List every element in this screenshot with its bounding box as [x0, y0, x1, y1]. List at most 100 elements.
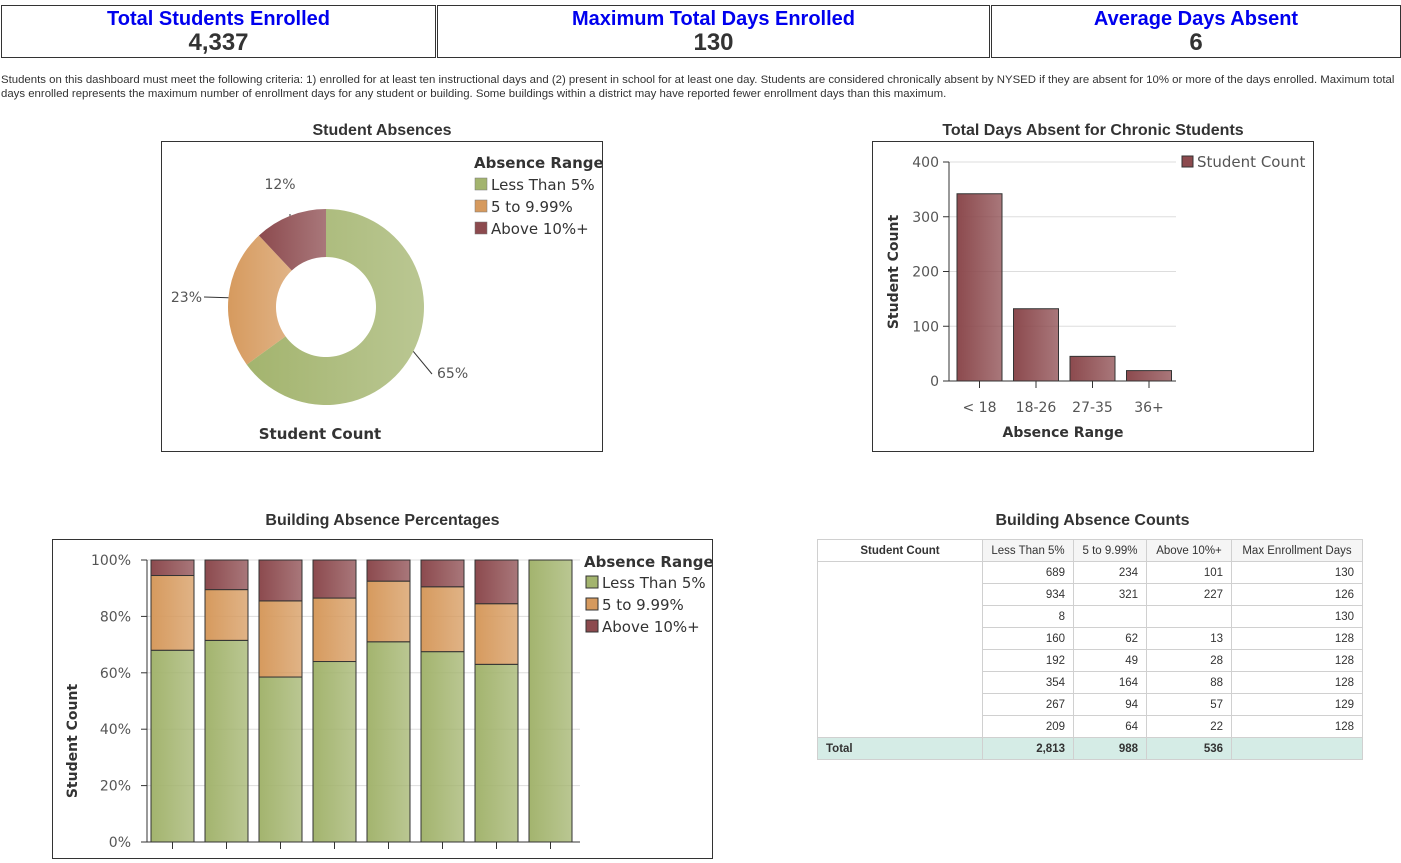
legend-item: Above 10%+ — [491, 220, 589, 238]
table-cell: 88 — [1147, 672, 1232, 694]
slice-label: 12% — [264, 177, 295, 193]
table-cell: 128 — [1232, 672, 1363, 694]
legend-swatch — [586, 620, 598, 632]
legend-title: Absence Range — [584, 553, 712, 571]
slice-label: 23% — [171, 290, 202, 306]
bar-segment — [421, 652, 464, 842]
table-cell: 128 — [1232, 650, 1363, 672]
x-tick-label: 27-35 — [1072, 400, 1113, 416]
legend-item: Above 10%+ — [602, 618, 700, 636]
total-cell — [1232, 738, 1363, 760]
x-axis-label: Absence Range — [1002, 425, 1123, 441]
column-header: Max Enrollment Days — [1232, 540, 1363, 562]
table-cell: 28 — [1147, 650, 1232, 672]
x-tick-label: 18-26 — [1016, 400, 1057, 416]
kpi-label: Total Students Enrolled — [2, 8, 435, 30]
y-tick-label: 100 — [912, 319, 939, 335]
y-tick-label: 20% — [100, 779, 131, 795]
table-cell: 164 — [1074, 672, 1147, 694]
bar — [1127, 371, 1172, 381]
table-cell: 128 — [1232, 628, 1363, 650]
bar-segment — [205, 640, 248, 842]
legend-item: Student Count — [1197, 153, 1305, 171]
kpi-label: Maximum Total Days Enrolled — [438, 8, 989, 30]
table-cell: 8 — [983, 606, 1074, 628]
table-cell: 129 — [1232, 694, 1363, 716]
table-cell: 192 — [983, 650, 1074, 672]
table-cell: 267 — [983, 694, 1074, 716]
table-cell: 13 — [1147, 628, 1232, 650]
kpi-value: 6 — [992, 30, 1400, 56]
table-cell: 22 — [1147, 716, 1232, 738]
y-tick-label: 60% — [100, 666, 131, 682]
legend-item: Less Than 5% — [602, 574, 706, 592]
table-cell: 62 — [1074, 628, 1147, 650]
column-header: Less Than 5% — [983, 540, 1074, 562]
legend-swatch — [1182, 156, 1193, 167]
bar — [957, 194, 1002, 381]
legend-item: 5 to 9.99% — [491, 198, 573, 216]
kpi-avg-absent: Average Days Absent 6 — [991, 5, 1401, 58]
table-cell: 64 — [1074, 716, 1147, 738]
row-label-cell — [818, 628, 983, 650]
total-label: Total — [818, 738, 983, 760]
table-cell: 689 — [983, 562, 1074, 584]
table-cell: 130 — [1232, 562, 1363, 584]
bar-segment — [475, 604, 518, 665]
table-cell: 101 — [1147, 562, 1232, 584]
column-header: Student Count — [818, 540, 983, 562]
legend-swatch — [586, 576, 598, 588]
bar-segment — [367, 581, 410, 642]
table-cell: 354 — [983, 672, 1074, 694]
y-tick-label: 0 — [930, 374, 939, 390]
kpi-value: 4,337 — [2, 30, 435, 56]
table-cell — [1147, 606, 1232, 628]
table-cell — [1074, 606, 1147, 628]
kpi-max-days: Maximum Total Days Enrolled 130 — [437, 5, 990, 58]
bar-segment — [421, 560, 464, 587]
bar-segment — [529, 560, 572, 842]
building-absence-table: Student Count Less Than 5% 5 to 9.99% Ab… — [817, 539, 1363, 760]
bar-segment — [259, 560, 302, 601]
table-cell: 209 — [983, 716, 1074, 738]
row-label-cell — [818, 672, 983, 694]
leader-line — [204, 297, 228, 298]
table-cell: 321 — [1074, 584, 1147, 606]
kpi-value: 130 — [438, 30, 989, 56]
legend-title: Absence Range — [474, 154, 602, 172]
x-tick-label: < 18 — [963, 400, 997, 416]
legend-item: 5 to 9.99% — [602, 596, 684, 614]
row-label-cell — [818, 650, 983, 672]
table-cell: 160 — [983, 628, 1074, 650]
legend-swatch — [475, 200, 487, 212]
x-axis-label: Student Count — [259, 425, 381, 443]
table-cell: 128 — [1232, 716, 1363, 738]
leader-line — [413, 351, 432, 374]
bar-segment — [421, 587, 464, 652]
y-axis-label: Student Count — [65, 684, 81, 799]
bar-segment — [205, 590, 248, 641]
column-header: 5 to 9.99% — [1074, 540, 1147, 562]
y-axis-label: Student Count — [886, 215, 902, 330]
column-header: Above 10%+ — [1147, 540, 1232, 562]
bar-segment — [313, 598, 356, 661]
chart-title-student-absences: Student Absences — [161, 122, 603, 140]
table-cell: 57 — [1147, 694, 1232, 716]
bar — [1070, 356, 1115, 381]
chart-title-total-days-absent: Total Days Absent for Chronic Students — [872, 122, 1314, 140]
y-tick-label: 80% — [100, 609, 131, 625]
row-label-cell — [818, 606, 983, 628]
bar-segment — [151, 560, 194, 576]
bar — [1014, 309, 1059, 381]
bar-segment — [205, 560, 248, 590]
